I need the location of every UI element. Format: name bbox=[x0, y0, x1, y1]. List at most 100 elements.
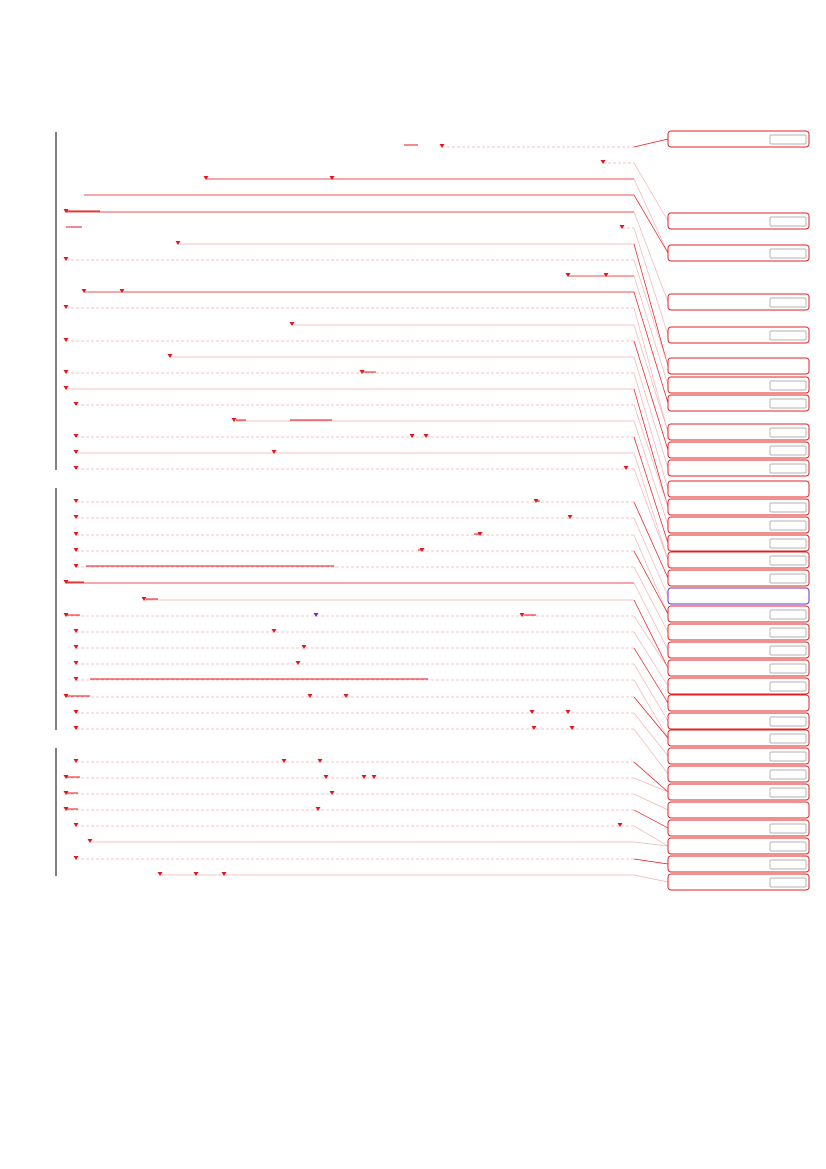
comment-balloon[interactable] bbox=[667, 357, 810, 375]
anchor-marker-icon bbox=[565, 273, 571, 277]
balloon-checkbox-icon[interactable] bbox=[769, 859, 807, 870]
anchor-marker-icon bbox=[329, 791, 335, 795]
balloon-leader bbox=[633, 728, 669, 775]
balloon-leader bbox=[633, 534, 669, 615]
anchor-marker-icon bbox=[301, 645, 307, 649]
balloon-checkbox-icon[interactable] bbox=[769, 398, 807, 409]
balloon-leader bbox=[633, 663, 669, 722]
balloon-leader bbox=[633, 761, 669, 793]
anchor-marker-icon bbox=[307, 694, 313, 698]
balloon-leader bbox=[633, 631, 669, 687]
balloon-leader bbox=[633, 582, 669, 651]
anchor-marker-icon bbox=[439, 144, 445, 148]
balloon-leader bbox=[633, 178, 669, 254]
anchor-marker-icon bbox=[73, 402, 79, 406]
anchor-marker-icon bbox=[519, 613, 525, 617]
balloon-leader bbox=[633, 243, 669, 367]
balloon-leader bbox=[633, 307, 669, 433]
anchor-marker-icon bbox=[73, 532, 79, 536]
anchor-marker-icon bbox=[73, 564, 79, 568]
balloon-leader bbox=[633, 291, 669, 404]
balloon-checkbox-icon[interactable] bbox=[769, 733, 807, 744]
anchor-marker-icon bbox=[271, 450, 277, 454]
balloon-leader bbox=[633, 501, 669, 579]
comment-balloon[interactable] bbox=[667, 587, 810, 605]
balloon-checkbox-icon[interactable] bbox=[769, 823, 807, 834]
balloon-leader bbox=[633, 388, 669, 508]
anchor-marker-icon bbox=[87, 839, 93, 843]
anchor-marker-icon bbox=[289, 322, 295, 326]
balloon-leader bbox=[633, 517, 669, 597]
balloon-leader bbox=[633, 162, 669, 222]
balloon-checkbox-icon[interactable] bbox=[769, 769, 807, 780]
balloon-checkbox-icon[interactable] bbox=[769, 134, 807, 145]
balloon-leader bbox=[633, 468, 669, 561]
balloon-checkbox-icon[interactable] bbox=[769, 445, 807, 456]
anchor-marker-icon bbox=[565, 710, 571, 714]
balloon-checkbox-icon[interactable] bbox=[769, 330, 807, 341]
balloon-leader bbox=[633, 599, 669, 669]
balloon-leader bbox=[633, 340, 669, 451]
anchor-marker-icon bbox=[623, 466, 629, 470]
anchor-marker-icon bbox=[231, 418, 237, 422]
anchor-marker-icon bbox=[569, 726, 575, 730]
balloon-checkbox-icon[interactable] bbox=[769, 787, 807, 798]
balloon-checkbox-icon[interactable] bbox=[769, 841, 807, 852]
balloon-checkbox-icon[interactable] bbox=[769, 663, 807, 674]
anchor-marker-icon bbox=[73, 466, 79, 470]
balloon-leader bbox=[633, 372, 669, 490]
balloon-checkbox-icon[interactable] bbox=[769, 877, 807, 888]
anchor-marker-icon bbox=[157, 872, 163, 876]
anchor-marker-icon bbox=[329, 176, 335, 180]
balloon-checkbox-icon[interactable] bbox=[769, 751, 807, 762]
balloon-checkbox-icon[interactable] bbox=[769, 716, 807, 727]
balloon-checkbox-icon[interactable] bbox=[769, 427, 807, 438]
anchor-marker-icon bbox=[281, 759, 287, 763]
anchor-marker-icon bbox=[141, 597, 147, 601]
anchor-marker-icon bbox=[73, 515, 79, 519]
anchor-marker-icon bbox=[619, 225, 625, 229]
balloon-leader bbox=[633, 679, 669, 739]
anchor-marker-icon bbox=[73, 823, 79, 827]
balloon-checkbox-icon[interactable] bbox=[769, 520, 807, 531]
anchor-marker-icon bbox=[361, 775, 367, 779]
balloon-checkbox-icon[interactable] bbox=[769, 609, 807, 620]
balloon-leader bbox=[633, 324, 669, 433]
balloon-leader bbox=[633, 194, 669, 254]
balloon-checkbox-icon[interactable] bbox=[769, 380, 807, 391]
balloon-checkbox-icon[interactable] bbox=[769, 627, 807, 638]
comment-balloon[interactable] bbox=[667, 694, 810, 712]
anchor-marker-icon bbox=[529, 710, 535, 714]
anchor-marker-icon bbox=[119, 289, 125, 293]
balloon-leader bbox=[633, 275, 669, 386]
balloon-checkbox-icon[interactable] bbox=[769, 502, 807, 513]
anchor-marker-icon bbox=[600, 160, 606, 164]
balloon-checkbox-icon[interactable] bbox=[769, 297, 807, 308]
anchor-marker-icon bbox=[73, 759, 79, 763]
balloon-checkbox-icon[interactable] bbox=[769, 463, 807, 474]
balloon-checkbox-icon[interactable] bbox=[769, 216, 807, 227]
balloon-leader bbox=[633, 809, 669, 829]
anchor-marker-icon bbox=[73, 499, 79, 503]
anchor-marker-icon bbox=[63, 370, 69, 374]
anchor-marker-icon bbox=[63, 257, 69, 261]
balloon-checkbox-icon[interactable] bbox=[769, 248, 807, 259]
balloon-leader bbox=[633, 211, 669, 303]
comment-balloon[interactable] bbox=[667, 801, 810, 819]
balloon-checkbox-icon[interactable] bbox=[769, 538, 807, 549]
anchor-marker-icon bbox=[313, 613, 319, 617]
anchor-marker-icon bbox=[617, 823, 623, 827]
anchor-marker-icon bbox=[63, 386, 69, 390]
balloon-leader bbox=[633, 404, 669, 508]
anchor-marker-icon bbox=[73, 548, 79, 552]
balloon-leader bbox=[633, 712, 669, 757]
balloon-checkbox-icon[interactable] bbox=[769, 573, 807, 584]
comment-balloon[interactable] bbox=[667, 480, 810, 498]
anchor-marker-icon bbox=[175, 241, 181, 245]
anchor-marker-icon bbox=[271, 629, 277, 633]
balloon-leader bbox=[633, 566, 669, 633]
balloon-checkbox-icon[interactable] bbox=[769, 555, 807, 566]
balloon-checkbox-icon[interactable] bbox=[769, 681, 807, 692]
balloon-checkbox-icon[interactable] bbox=[769, 645, 807, 656]
